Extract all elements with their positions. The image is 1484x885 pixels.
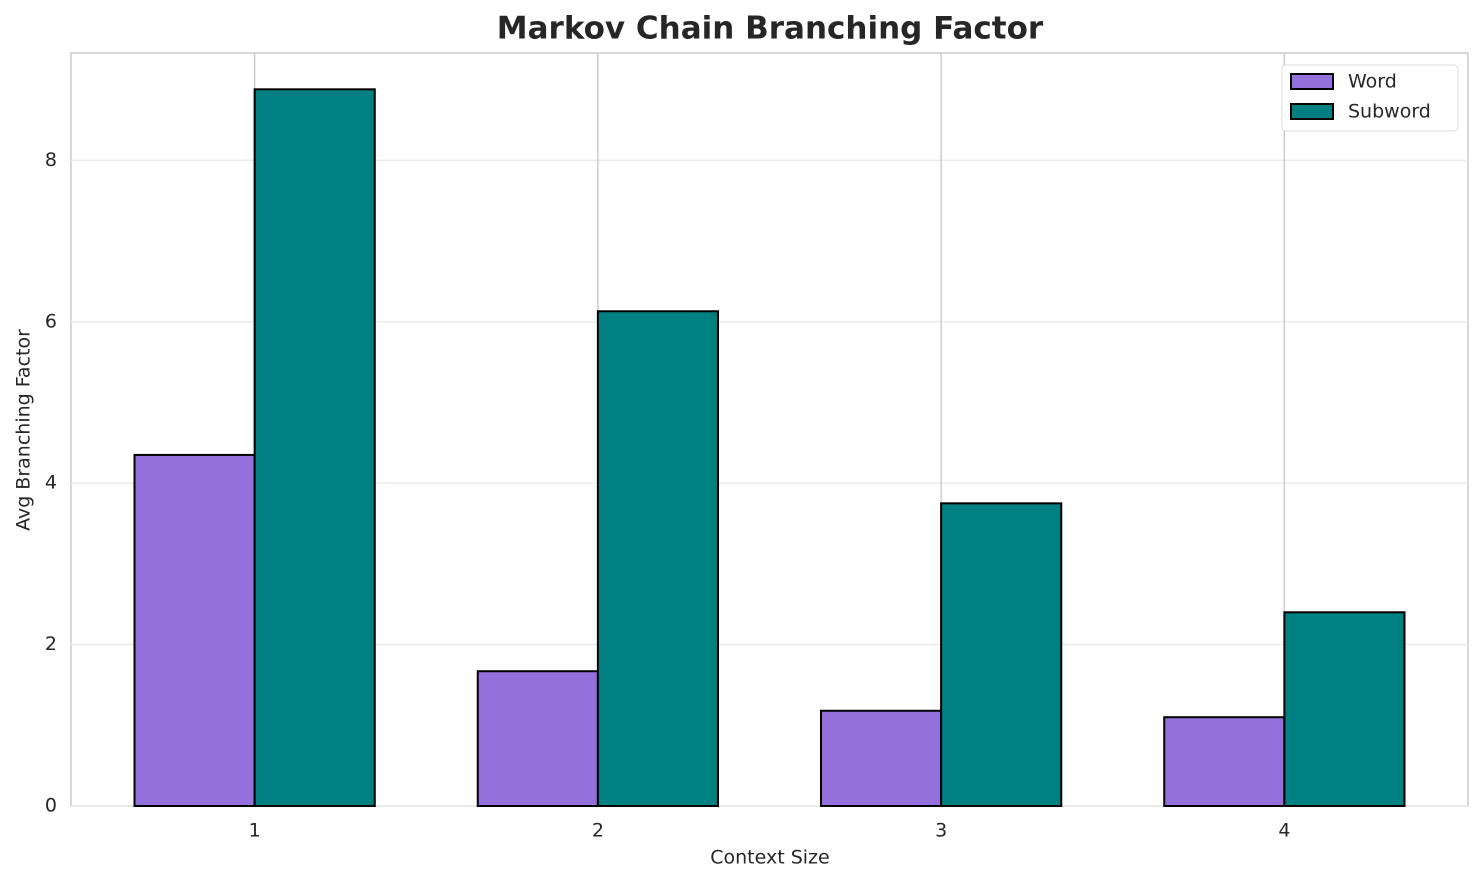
bar <box>1163 716 1286 807</box>
bar <box>596 310 720 807</box>
bar <box>253 88 376 808</box>
y-tick-label: 4 <box>45 472 57 494</box>
x-tick-label: 3 <box>935 820 947 842</box>
x-tick-label: 4 <box>1278 820 1290 842</box>
y-tick-label: 8 <box>45 149 57 171</box>
bar <box>476 670 599 807</box>
y-tick-label: 0 <box>45 795 57 817</box>
bar <box>1283 611 1406 807</box>
legend-label: Subword <box>1348 101 1431 123</box>
bar <box>133 453 256 807</box>
bar <box>819 709 943 807</box>
y-tick-label: 6 <box>45 310 57 332</box>
legend-swatch <box>1290 103 1334 120</box>
x-tick-label: 1 <box>249 820 261 842</box>
legend-label: Word <box>1348 71 1397 93</box>
x-axis-label: Context Size <box>710 847 829 869</box>
x-tick-label: 2 <box>592 820 604 842</box>
bar <box>940 502 1063 807</box>
chart-title: Markov Chain Branching Factor <box>497 11 1044 47</box>
y-axis-label: Avg Branching Factor <box>13 329 35 531</box>
y-tick-label: 2 <box>45 633 57 655</box>
legend-swatch <box>1290 73 1334 90</box>
